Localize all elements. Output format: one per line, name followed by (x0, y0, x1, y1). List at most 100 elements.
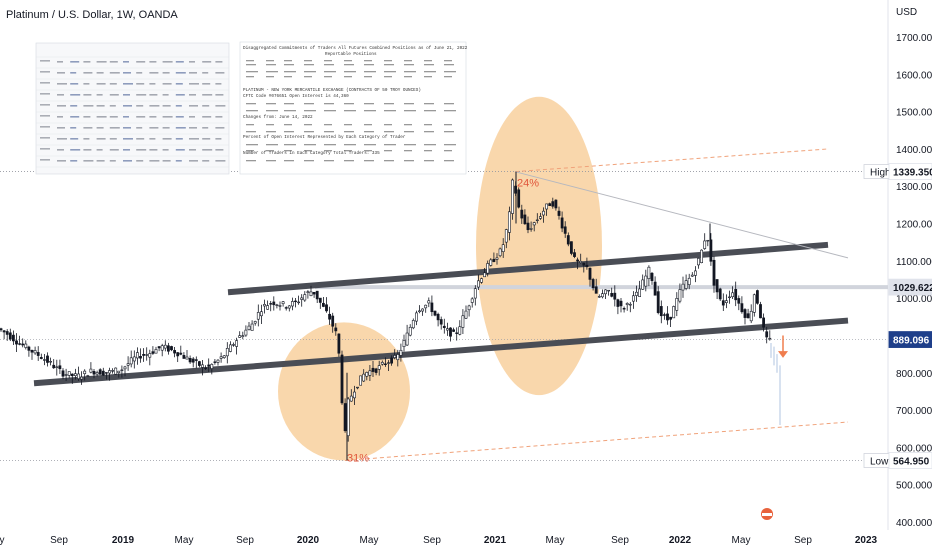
candle-body (67, 371, 71, 376)
x-tick-label: 2022 (669, 535, 692, 546)
cot-report-glyph (284, 150, 292, 152)
candle-body (399, 349, 403, 356)
cot-report-glyph (246, 64, 256, 66)
candle-body (114, 367, 118, 375)
candle-body (619, 300, 623, 307)
cot-table-cell (202, 61, 212, 63)
cot-table-cell (175, 160, 182, 162)
cot-table-cell (175, 127, 186, 129)
candle-body (120, 369, 124, 371)
candle-body (219, 356, 223, 359)
candle-body (452, 329, 456, 332)
cot-table-cell (136, 127, 143, 129)
cot-report-glyph (444, 150, 452, 152)
cot-table-cell (109, 61, 118, 63)
cot-table-cell (162, 94, 169, 96)
cot-report-glyph (284, 103, 294, 105)
cot-table-cell (189, 83, 199, 85)
cot-table-cell (162, 116, 173, 118)
candle-body (117, 370, 121, 374)
x-tick-label: May (175, 535, 194, 546)
cot-report-glyph (266, 103, 276, 105)
cot-report-glyph (364, 160, 374, 162)
cot-table-cell (149, 149, 158, 151)
candle-body (594, 286, 598, 294)
cot-table-cell (175, 72, 186, 74)
cot-table-cell (215, 127, 225, 129)
candle-body (436, 313, 440, 321)
cot-table-cell (83, 72, 93, 74)
candle-body (12, 334, 15, 342)
cot-report-glyph (444, 160, 454, 162)
cot-table-cell (215, 138, 222, 140)
cot-report-glyph (444, 60, 452, 62)
candle-body (480, 278, 483, 283)
cot-table-cell (83, 94, 92, 96)
cot-table-cell (149, 105, 160, 107)
cot-table-cell (202, 94, 213, 96)
candle-body (458, 326, 462, 335)
cot-report-glyph (364, 144, 376, 146)
candle-body (706, 239, 710, 242)
candle-body (349, 395, 353, 402)
candle-body (622, 308, 626, 310)
candle-body (582, 262, 586, 266)
cot-report-glyph (444, 124, 452, 126)
channel-lower-line (33, 317, 849, 387)
candle-body (179, 352, 183, 355)
candle-body (334, 327, 338, 332)
candle-body (557, 210, 561, 216)
cot-table-cell (109, 72, 120, 74)
cot-table-cell (162, 105, 171, 107)
candle-body (142, 354, 146, 356)
cot-report-glyph (284, 76, 292, 78)
cot-report-glyph (364, 60, 372, 62)
cot-report-glyph (424, 131, 434, 133)
candle-body (414, 312, 418, 322)
cot-report-glyph (266, 64, 276, 66)
candle-body (191, 358, 195, 363)
cot-report-glyph (266, 124, 274, 126)
cot-report-glyph (424, 124, 432, 126)
cot-table-rowhead (40, 93, 50, 95)
candle-body (0, 328, 3, 331)
candle-body (600, 293, 604, 298)
cot-table-cell (96, 105, 105, 107)
cot-table-cell (136, 138, 145, 140)
candle-body (331, 315, 335, 327)
x-tick-label: 2020 (297, 535, 320, 546)
candle-body (749, 310, 753, 322)
y-tick-label: 1000.000 (896, 294, 932, 305)
y-tick-label: 1600.000 (896, 70, 932, 81)
cot-table-cell (109, 160, 116, 162)
cot-table-cell (149, 61, 157, 63)
cot-table-cell (215, 61, 223, 63)
candle-body (321, 302, 325, 307)
cot-report-glyph (324, 124, 332, 126)
candle-body (167, 345, 170, 352)
cot-table-cell (123, 127, 131, 129)
candle-body (154, 349, 158, 354)
cot-table-cell (136, 105, 144, 107)
cot-table-cell (96, 61, 107, 63)
candle-body (731, 292, 735, 298)
x-tick-label: Sep (423, 535, 441, 546)
candle-body (74, 373, 77, 376)
candle-body (278, 305, 282, 307)
annotation-bottom-percent: 31% (347, 452, 369, 464)
candle-body (160, 345, 164, 351)
candle-body (715, 279, 719, 293)
cot-report-glyph (266, 71, 278, 73)
candle-body (752, 294, 756, 313)
candle-body (449, 327, 452, 337)
cot-report-glyph (284, 124, 292, 126)
candle-body (229, 344, 232, 352)
cot-table-cell (57, 94, 64, 96)
cot-table-cell (70, 72, 77, 74)
cot-table-cell (149, 83, 156, 85)
last-price-label: 889.096 (893, 336, 930, 347)
candle-body (46, 355, 49, 363)
cot-table-cell (215, 105, 226, 107)
candle-body (2, 330, 6, 333)
